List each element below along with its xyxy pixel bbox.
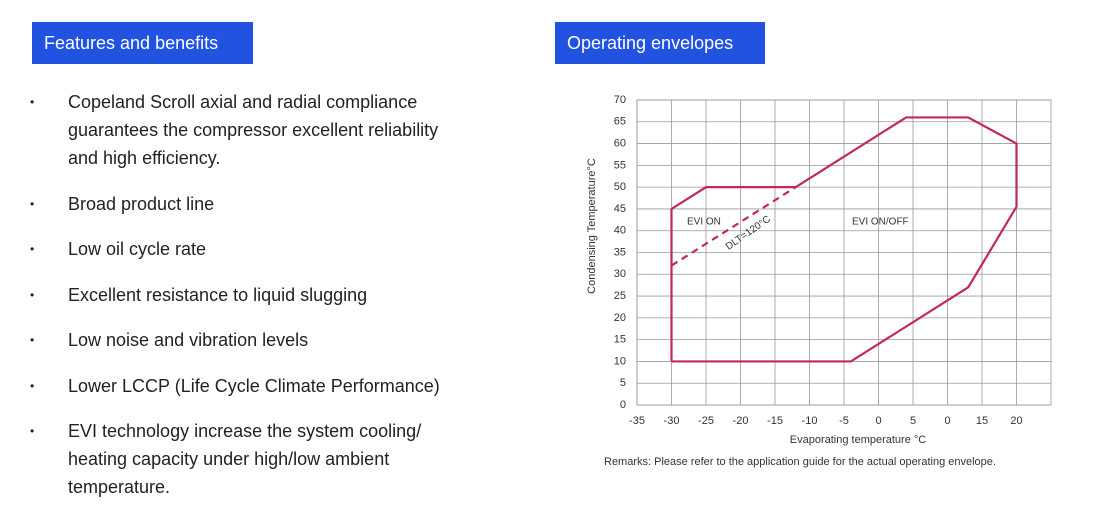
y-tick-label: 50	[614, 181, 626, 193]
y-tick-label: 20	[614, 312, 626, 324]
y-tick-label: 10	[614, 355, 626, 367]
x-axis-label: Evaporating temperature °C	[790, 434, 927, 446]
y-tick-label: 40	[614, 225, 626, 237]
y-tick-label: 35	[614, 246, 626, 258]
x-tick-label: 20	[1010, 415, 1022, 427]
y-tick-label: 15	[614, 334, 626, 346]
series-line	[670, 116, 1018, 363]
feature-item: Broad product line	[30, 190, 490, 218]
x-tick-label: -10	[802, 415, 818, 427]
x-tick-label: -15	[767, 415, 783, 427]
section-header: Features and benefits	[32, 22, 253, 64]
x-tick-label: -30	[664, 415, 680, 427]
y-tick-label: 70	[614, 94, 626, 106]
x-tick-label: 5	[910, 415, 916, 427]
feature-item: EVI technology increase the system cooli…	[30, 417, 490, 501]
y-tick-label: 65	[614, 116, 626, 128]
x-tick-label: 0	[875, 415, 881, 427]
plot-frame	[636, 99, 1052, 406]
x-tick-label: -5	[839, 415, 849, 427]
feature-item: Excellent resistance to liquid slugging	[30, 281, 490, 309]
section-header: Operating envelopes	[555, 22, 765, 64]
y-tick-label: 45	[614, 203, 626, 215]
annotation: DLT=120°C	[724, 214, 773, 253]
series-line	[670, 186, 797, 267]
remark: Remarks: Please refer to the application…	[604, 456, 996, 468]
feature-item: Low noise and vibration levels	[30, 326, 490, 354]
feature-list: Copeland Scroll axial and radial complia…	[30, 88, 490, 512]
annotation: EVI ON/OFF	[852, 217, 909, 228]
feature-item: Low oil cycle rate	[30, 235, 490, 263]
feature-item: Lower LCCP (Life Cycle Climate Performan…	[30, 372, 490, 400]
y-tick-label: 25	[614, 290, 626, 302]
y-tick-label: 60	[614, 137, 626, 149]
x-tick-label: 0	[944, 415, 950, 427]
y-axis-label: Condensing Temperature°C	[586, 158, 598, 294]
feature-item: Copeland Scroll axial and radial complia…	[30, 88, 490, 172]
x-tick-label: -35	[629, 415, 645, 427]
y-tick-label: 0	[620, 399, 626, 411]
x-tick-label: -25	[698, 415, 714, 427]
y-tick-label: 55	[614, 159, 626, 171]
y-tick-label: 30	[614, 268, 626, 280]
y-tick-label: 5	[620, 377, 626, 389]
annotation: EVI ON	[687, 217, 721, 228]
x-tick-label: -20	[733, 415, 749, 427]
x-tick-label: 15	[976, 415, 988, 427]
